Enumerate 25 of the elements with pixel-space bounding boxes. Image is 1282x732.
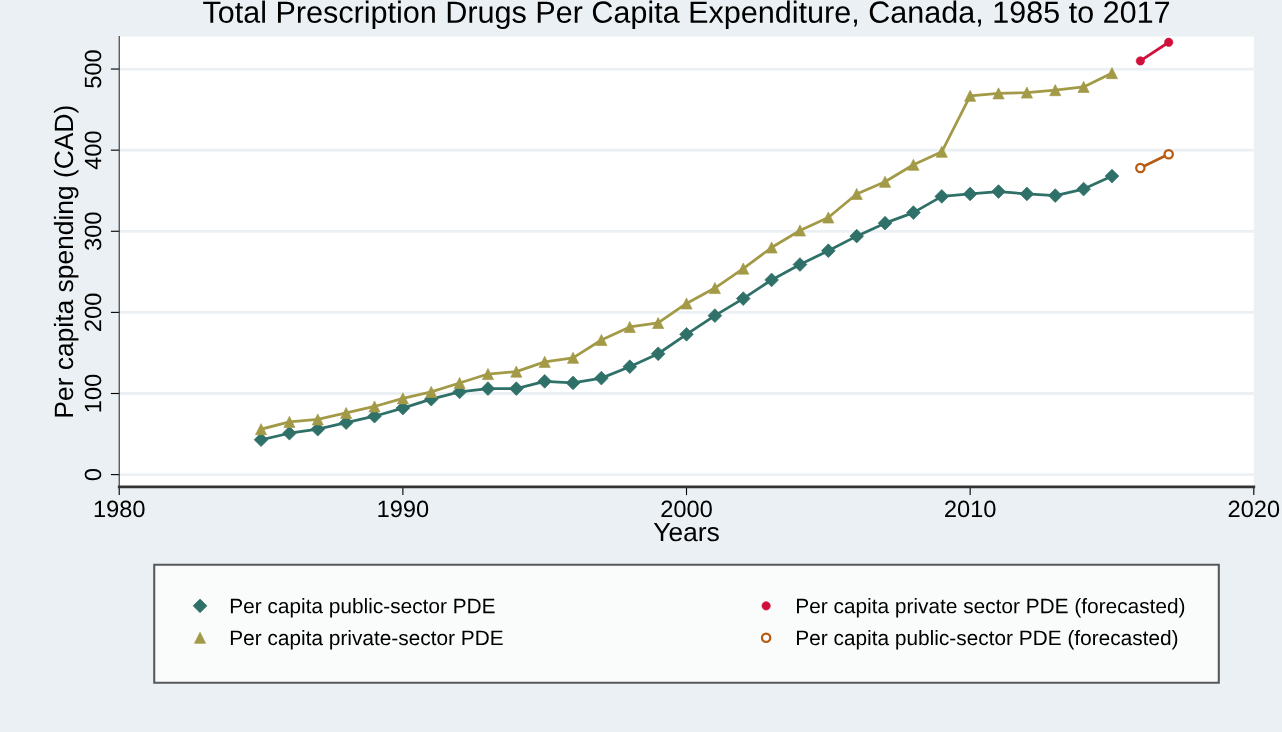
x-tick-label: 1980 (94, 500, 145, 518)
y-tick-label: 200 (84, 293, 102, 331)
x-tick-label: 2020 (1228, 500, 1280, 518)
y-tick-label: 400 (84, 131, 102, 170)
point (1163, 148, 1174, 160)
y-tick-label: 100 (84, 374, 102, 412)
chart-title: Total Prescription Drugs Per Capita Expenditure, Canada, 1985 to 2017 (203, 0, 1170, 30)
legend-label: Per capita public-sector PDE (230, 598, 495, 618)
x-axis-title: Years (653, 522, 719, 542)
point (707, 308, 723, 323)
point (1135, 162, 1146, 174)
x-tick-label: 2000 (661, 500, 712, 518)
x-tick-label: 2010 (945, 500, 996, 518)
y-tick-label: 300 (84, 212, 102, 251)
point (480, 381, 496, 396)
legend-label: Per capita private-sector PDE (230, 629, 503, 650)
legend-label: Per capita private sector PDE (forecasted) (796, 598, 1185, 618)
legend-label: Per capita public-sector PDE (forecasted) (796, 629, 1178, 650)
point (1048, 188, 1063, 203)
y-axis-title: Per capita spending (CAD) (53, 106, 79, 417)
y-tick-label: 0 (84, 468, 102, 481)
y-tick-label: 500 (84, 50, 102, 88)
x-tick-label: 1990 (378, 500, 429, 518)
point (736, 291, 751, 306)
point (679, 327, 694, 342)
